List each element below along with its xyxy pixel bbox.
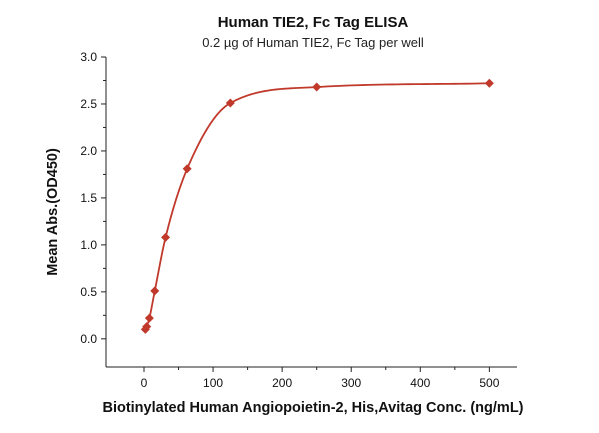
data-point: [150, 286, 160, 296]
y-tick-label: 1.5: [80, 191, 97, 205]
y-tick-label: 1.0: [80, 238, 97, 252]
data-point: [182, 164, 192, 174]
x-tick-label: 200: [272, 376, 292, 390]
y-tick-label: 3.0: [80, 50, 97, 64]
fit-curve: [144, 82, 490, 330]
chart-title: Human TIE2, Fc Tag ELISA: [218, 14, 409, 31]
data-point: [312, 82, 322, 92]
x-tick-label: 400: [410, 376, 430, 390]
y-ticks: 0.0 0.5 1.0 1.5 2.0 2.5 3.0: [80, 50, 106, 346]
y-tick-label: 2.5: [80, 97, 97, 111]
data-point: [142, 322, 152, 332]
data-point: [161, 232, 171, 242]
y-axis-label: Mean Abs.(OD450): [45, 148, 61, 276]
data-point: [144, 313, 154, 323]
x-tick-label: 500: [479, 376, 499, 390]
data-points: [140, 78, 494, 334]
x-axis-label: Biotinylated Human Angiopoietin-2, His,A…: [102, 400, 523, 416]
x-tick-label: 100: [203, 376, 223, 390]
x-tick-label: 300: [341, 376, 361, 390]
chart-subtitle: 0.2 µg of Human TIE2, Fc Tag per well: [202, 35, 424, 50]
x-tick-label: 0: [141, 376, 148, 390]
x-ticks: 0 100 200 300 400 500: [141, 367, 500, 390]
y-tick-label: 0.0: [80, 332, 97, 346]
data-point: [225, 98, 235, 108]
data-point: [484, 78, 494, 88]
y-tick-label: 0.5: [80, 285, 97, 299]
y-tick-label: 2.0: [80, 144, 97, 158]
